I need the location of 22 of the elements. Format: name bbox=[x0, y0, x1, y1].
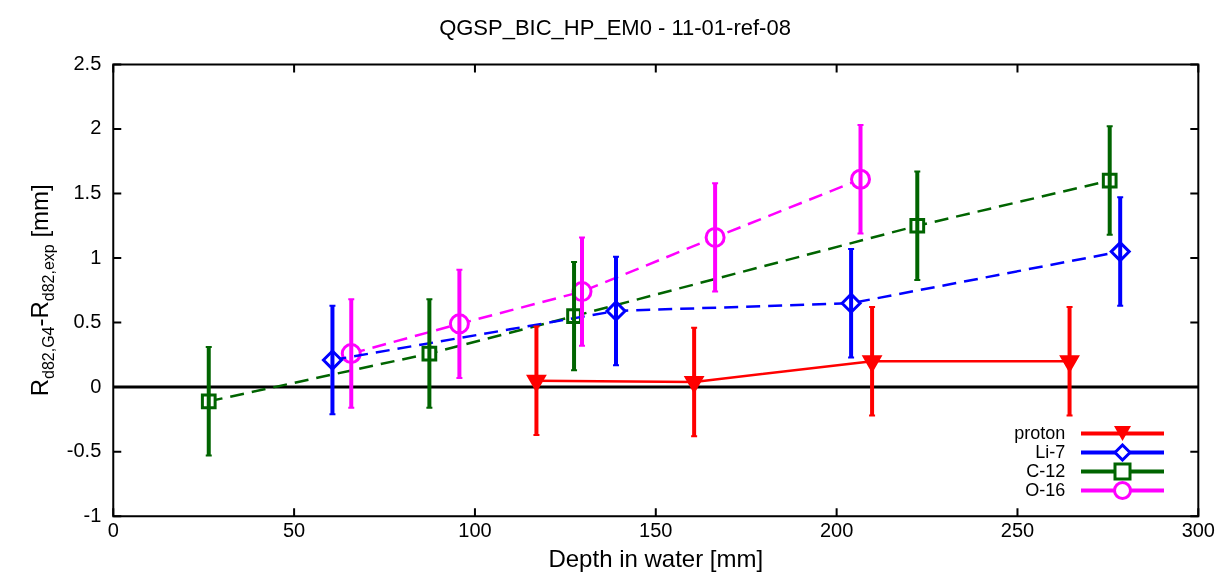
y-tick-label: 2 bbox=[90, 116, 102, 139]
chart-title: QGSP_BIC_HP_EM0 - 11-01-ref-08 bbox=[439, 15, 791, 41]
legend-label: proton bbox=[1014, 423, 1066, 444]
x-tick-label: 50 bbox=[282, 518, 306, 541]
x-tick-label: 150 bbox=[639, 518, 673, 541]
y-tick-label: -0.5 bbox=[66, 439, 102, 462]
x-tick-label: 0 bbox=[107, 518, 119, 541]
y-tick-label: -1 bbox=[83, 503, 102, 526]
x-tick-label: 100 bbox=[458, 518, 492, 541]
y-tick-label: 2.5 bbox=[73, 51, 102, 74]
x-tick-label: 200 bbox=[819, 518, 854, 541]
x-axis-title: Depth in water [mm] bbox=[548, 545, 764, 573]
x-tick-label: 300 bbox=[1181, 518, 1215, 541]
y-tick-label: 0 bbox=[90, 374, 102, 397]
y-tick-label: 1 bbox=[90, 245, 102, 268]
y-tick-label: 1.5 bbox=[73, 181, 102, 203]
legend-label: Li-7 bbox=[1035, 442, 1066, 463]
y-axis-title: Rd82,G4-Rd82,exp [mm] bbox=[26, 184, 57, 397]
x-tick-label: 250 bbox=[1000, 518, 1035, 541]
y-tick-label: 0.5 bbox=[73, 310, 102, 333]
legend-label: C-12 bbox=[1026, 461, 1066, 482]
legend-label: O-16 bbox=[1025, 480, 1066, 501]
